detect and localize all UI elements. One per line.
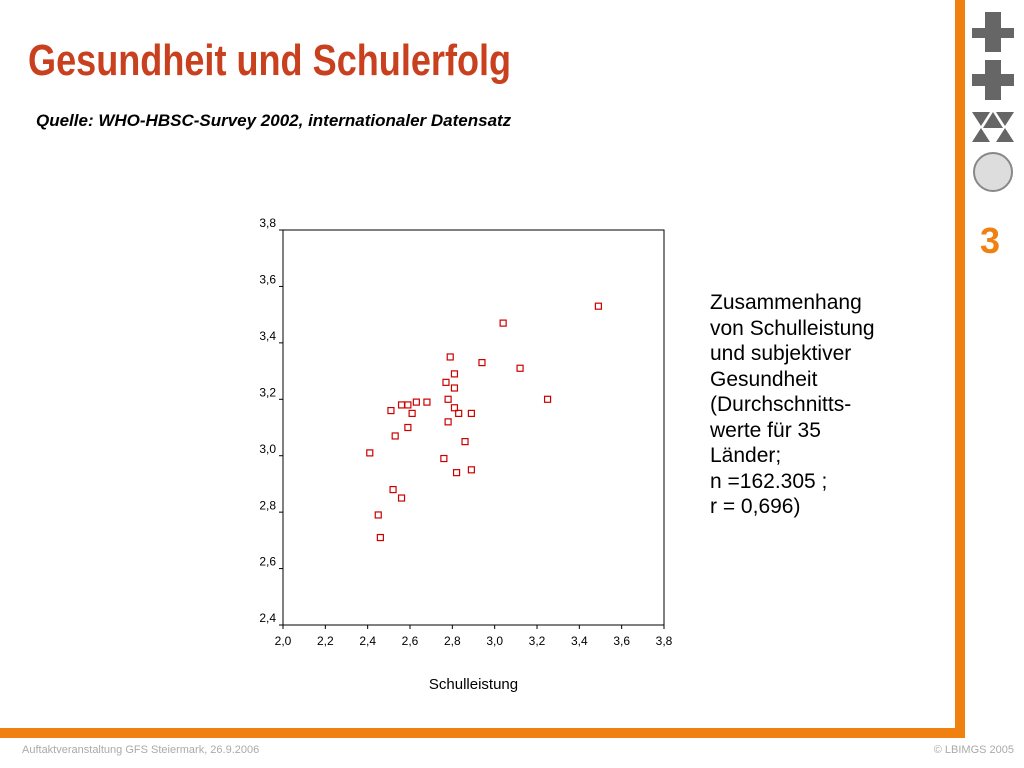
title: Gesundheit und Schulerfolg <box>28 36 512 85</box>
point <box>516 364 524 372</box>
point <box>440 454 448 463</box>
point <box>408 409 416 417</box>
x-tick-label: 3,0 <box>486 634 503 648</box>
point <box>450 370 459 378</box>
point <box>467 409 475 417</box>
point <box>467 466 475 474</box>
point <box>499 319 507 327</box>
x-tick-label: 2,2 <box>317 634 334 648</box>
point <box>450 404 459 412</box>
description-line: von Schulleistung <box>710 316 875 340</box>
y-tick-label: 3,0 <box>259 442 276 456</box>
footer-left: Auftaktveranstaltung GFS Steiermark, 26.… <box>22 744 260 756</box>
point <box>444 418 452 426</box>
x-tick-label: 3,6 <box>613 634 630 648</box>
x-tick-label: 3,4 <box>571 634 588 648</box>
page-number: 3 <box>980 220 1001 261</box>
point <box>391 432 399 440</box>
point <box>450 384 459 392</box>
description-line: n =162.305 ; <box>710 469 828 493</box>
description-line: Länder; <box>710 444 782 467</box>
point <box>423 398 431 406</box>
description-line: (Durchschnitts- <box>710 393 852 416</box>
subtitle: Quelle: WHO-HBSC-Survey 2002, internatio… <box>36 111 512 130</box>
point <box>444 395 452 403</box>
y-tick-label: 3,6 <box>259 273 276 287</box>
point <box>412 398 420 406</box>
point <box>366 449 374 457</box>
footer-right: © LBIMGS 2005 <box>933 744 1014 756</box>
point <box>446 353 454 361</box>
chart: 2,4 2,6 2,8 3,0 3,2 3,4 3,6 3,8 2,0 2,2 2,4 2,6 2,8 3… <box>259 216 673 693</box>
description-line: Zusammenhang <box>710 291 862 314</box>
x-tick-label: 2,8 <box>444 634 461 648</box>
point <box>452 469 461 477</box>
x-tick-label: 3,2 <box>529 634 546 648</box>
description: Zusammenhang von Schulleistung und subjekt… <box>710 290 875 520</box>
y-tick-label: 3,4 <box>259 329 276 343</box>
plot-frame <box>282 229 665 626</box>
point <box>442 378 450 386</box>
point <box>461 438 469 446</box>
point <box>404 423 412 432</box>
point <box>404 401 412 409</box>
point <box>455 409 463 417</box>
point <box>397 401 406 409</box>
point <box>376 533 384 542</box>
x-tick-label: 2,6 <box>402 634 419 648</box>
x-tick-label: 2,0 <box>275 634 292 648</box>
description-line: und subjektiver <box>710 342 852 365</box>
description-line: r = 0,696) <box>710 495 801 518</box>
orange-bar <box>955 0 965 738</box>
orange-bar <box>0 728 965 738</box>
point <box>397 494 406 502</box>
point <box>389 485 397 494</box>
point <box>594 302 602 310</box>
point <box>478 359 486 367</box>
description-line: Gesundheit <box>710 367 818 391</box>
logo <box>972 12 1014 192</box>
x-tick-label: 3,8 <box>656 634 673 648</box>
y-tick-label: 2,4 <box>259 611 276 625</box>
y-tick-label: 2,6 <box>259 555 276 569</box>
y-tick-label: 2,8 <box>259 498 276 512</box>
description-line: werte für 35 <box>710 418 821 442</box>
y-tick-label: 3,8 <box>259 216 276 230</box>
x-axis-label: Schulleistung <box>429 676 518 693</box>
x-tick-label: 2,4 <box>359 634 376 648</box>
point <box>387 406 395 415</box>
point <box>374 511 382 519</box>
y-tick-label: 3,2 <box>259 385 276 399</box>
point <box>543 395 552 403</box>
